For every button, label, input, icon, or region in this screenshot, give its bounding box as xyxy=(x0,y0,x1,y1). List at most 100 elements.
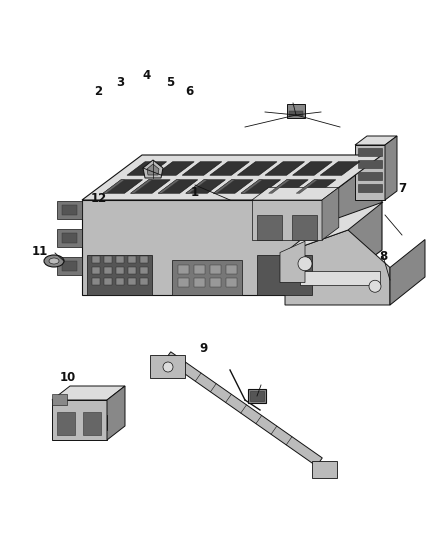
Point xyxy=(104,427,110,433)
Point xyxy=(140,165,145,171)
Polygon shape xyxy=(104,267,112,274)
Polygon shape xyxy=(127,161,166,175)
Polygon shape xyxy=(150,355,185,378)
Text: 2: 2 xyxy=(95,85,102,98)
Ellipse shape xyxy=(49,258,59,264)
Point xyxy=(192,182,198,188)
Polygon shape xyxy=(358,160,382,168)
Point xyxy=(193,378,198,384)
Polygon shape xyxy=(280,241,305,282)
Polygon shape xyxy=(128,278,136,285)
Polygon shape xyxy=(194,265,205,274)
Point xyxy=(208,389,213,395)
Point xyxy=(253,421,258,427)
Line: 2 pts: 2 pts xyxy=(257,385,261,396)
Polygon shape xyxy=(57,229,82,247)
Point xyxy=(227,367,233,373)
Point xyxy=(61,258,67,264)
Point xyxy=(262,109,268,115)
Text: 8: 8 xyxy=(379,251,387,263)
Line: 2 pts: 2 pts xyxy=(55,253,64,261)
Line: 2 pts: 2 pts xyxy=(211,384,216,392)
Polygon shape xyxy=(83,412,101,435)
Point xyxy=(244,402,249,408)
Line: 2 pts: 2 pts xyxy=(256,416,261,424)
Polygon shape xyxy=(172,260,242,295)
Point xyxy=(227,197,233,203)
Polygon shape xyxy=(226,278,237,287)
Point xyxy=(229,391,234,398)
Circle shape xyxy=(298,257,312,271)
Point xyxy=(293,112,299,118)
Polygon shape xyxy=(322,155,382,295)
Polygon shape xyxy=(103,180,143,193)
Text: 9: 9 xyxy=(200,342,208,355)
Point xyxy=(150,175,155,181)
Polygon shape xyxy=(116,256,124,263)
Text: 7: 7 xyxy=(398,182,406,195)
Polygon shape xyxy=(285,202,383,253)
Text: 4: 4 xyxy=(143,69,151,82)
Polygon shape xyxy=(257,215,282,240)
Point xyxy=(318,109,324,115)
Polygon shape xyxy=(62,233,77,243)
Polygon shape xyxy=(213,180,235,193)
Line: 2 pts: 2 pts xyxy=(286,437,292,445)
Polygon shape xyxy=(311,461,336,478)
Point xyxy=(254,393,260,399)
Polygon shape xyxy=(257,255,312,295)
Polygon shape xyxy=(358,148,382,156)
Polygon shape xyxy=(287,104,305,118)
Polygon shape xyxy=(104,256,112,263)
Text: 6: 6 xyxy=(185,85,193,98)
Point xyxy=(238,410,244,416)
Polygon shape xyxy=(62,261,77,271)
Polygon shape xyxy=(186,180,226,193)
Polygon shape xyxy=(293,161,332,175)
Point xyxy=(284,442,289,448)
Polygon shape xyxy=(140,267,148,274)
Polygon shape xyxy=(57,257,82,275)
Polygon shape xyxy=(57,412,75,435)
Polygon shape xyxy=(296,180,336,193)
Point xyxy=(223,399,228,406)
Polygon shape xyxy=(178,278,189,287)
Point xyxy=(258,407,263,413)
Polygon shape xyxy=(131,180,170,193)
Polygon shape xyxy=(300,271,380,285)
Polygon shape xyxy=(128,256,136,263)
Polygon shape xyxy=(252,200,322,240)
Polygon shape xyxy=(268,180,308,193)
Ellipse shape xyxy=(44,255,64,267)
Line: 2 pts: 2 pts xyxy=(245,400,260,410)
Point xyxy=(214,381,219,387)
Line: 2 pts: 2 pts xyxy=(241,405,247,413)
Polygon shape xyxy=(210,278,221,287)
Polygon shape xyxy=(103,180,124,193)
Polygon shape xyxy=(92,267,100,274)
Polygon shape xyxy=(155,161,194,175)
Polygon shape xyxy=(250,391,264,401)
Point xyxy=(159,172,164,178)
Point xyxy=(242,124,247,130)
Point xyxy=(242,397,247,403)
Point xyxy=(274,423,279,429)
Polygon shape xyxy=(355,136,397,145)
Line: 2 pts: 2 pts xyxy=(245,115,296,127)
Polygon shape xyxy=(358,172,382,180)
Line: 2 pts: 2 pts xyxy=(265,112,296,115)
Line: 2 pts: 2 pts xyxy=(180,362,186,370)
Point xyxy=(290,433,295,440)
Text: 11: 11 xyxy=(31,245,48,258)
Polygon shape xyxy=(358,184,382,192)
Polygon shape xyxy=(210,161,249,175)
Point xyxy=(399,232,405,238)
Line: 2 pts: 2 pts xyxy=(293,103,296,115)
Polygon shape xyxy=(385,136,397,200)
Point xyxy=(242,397,247,403)
Polygon shape xyxy=(92,256,100,263)
Point xyxy=(290,100,296,106)
Line: 2 pts: 2 pts xyxy=(296,115,340,127)
Polygon shape xyxy=(92,278,100,285)
Circle shape xyxy=(163,362,173,372)
